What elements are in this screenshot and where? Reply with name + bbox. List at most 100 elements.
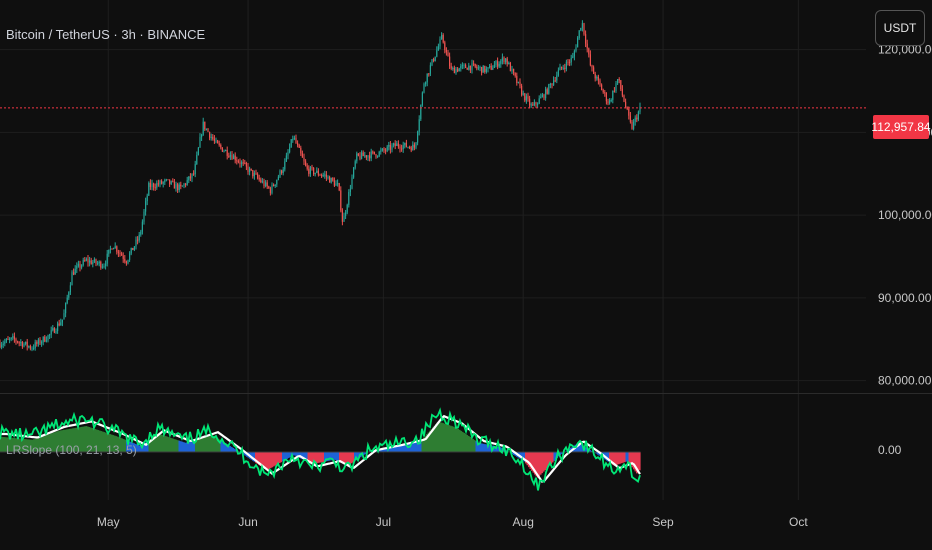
candle-body: [482, 65, 484, 73]
histogram-bar: [331, 452, 334, 461]
histogram-bar: [316, 452, 319, 464]
histogram-bar: [487, 444, 490, 452]
histogram-bar: [129, 441, 131, 452]
candle-body: [615, 83, 617, 91]
histogram-bar: [93, 428, 95, 452]
histogram-bar: [616, 452, 619, 465]
histogram-bar: [195, 439, 197, 452]
histogram-bar: [520, 452, 523, 460]
histogram-bar: [265, 452, 268, 470]
histogram-bar: [43, 435, 46, 452]
currency-button[interactable]: USDT: [875, 10, 925, 46]
histogram-bar: [231, 447, 233, 452]
candle-body: [530, 104, 532, 106]
histogram-bar: [223, 442, 226, 452]
histogram-bar: [271, 452, 274, 468]
histogram-bar: [126, 440, 128, 452]
candle-body: [116, 246, 118, 252]
histogram-bar: [618, 452, 620, 465]
candle-body: [388, 144, 390, 147]
histogram-bar: [130, 442, 133, 452]
histogram-bar: [211, 435, 214, 452]
histogram-bar: [463, 432, 466, 452]
histogram-bar: [69, 428, 71, 452]
candle-body: [73, 272, 75, 275]
histogram-bar: [505, 450, 508, 452]
candle-body: [415, 142, 417, 148]
candle-body: [17, 341, 19, 343]
candle-body: [442, 35, 444, 43]
histogram-bar: [103, 432, 106, 452]
candle-body: [210, 136, 212, 138]
histogram-bar: [276, 452, 278, 465]
candle-body: [577, 38, 579, 48]
histogram-bar: [537, 452, 539, 478]
histogram-bar: [414, 442, 416, 452]
histogram-bar: [46, 434, 49, 452]
candle-body: [359, 155, 361, 159]
candle-body: [157, 183, 159, 185]
histogram-bar: [597, 452, 599, 455]
histogram-bar: [342, 452, 344, 464]
candle-body: [220, 144, 222, 148]
candle-body: [167, 179, 169, 181]
histogram-bar: [205, 437, 208, 452]
histogram-bar: [19, 438, 22, 452]
histogram-bar: [183, 442, 185, 452]
candle-body: [329, 176, 331, 183]
candle-body: [140, 231, 142, 235]
candle-body: [292, 139, 294, 141]
candle-body: [333, 180, 335, 186]
histogram-bar: [172, 438, 175, 452]
candle-body: [517, 81, 519, 83]
histogram-bar: [471, 438, 473, 452]
candle-body: [527, 96, 529, 99]
candle-body: [634, 117, 636, 122]
candle-body: [529, 98, 531, 106]
candle-body: [143, 211, 145, 222]
candle-body: [29, 346, 31, 349]
histogram-bar: [631, 452, 634, 468]
histogram-bar: [118, 437, 121, 452]
histogram-bar: [289, 452, 292, 458]
indicator-title[interactable]: LRSlope (100, 21, 13, 5): [6, 443, 137, 457]
histogram-bar: [268, 452, 271, 469]
candle-body: [602, 90, 604, 93]
histogram-bar: [381, 448, 383, 452]
candle-body: [205, 128, 207, 130]
histogram-bar: [475, 441, 478, 452]
histogram-bar: [15, 438, 17, 452]
candle-body: [250, 168, 252, 171]
histogram-bar: [100, 431, 103, 452]
candle-body: [186, 180, 188, 185]
histogram-bar: [151, 437, 154, 452]
candle-body: [21, 342, 23, 347]
candle-body: [500, 60, 502, 64]
candle-body: [298, 145, 300, 148]
histogram-bar: [535, 452, 538, 477]
candle-body: [149, 182, 151, 187]
symbol-title[interactable]: Bitcoin / TetherUS · 3h · BINANCE: [6, 27, 206, 42]
candle-body: [356, 153, 358, 162]
candle-body: [444, 42, 446, 51]
candle-body: [277, 176, 279, 180]
histogram-bar: [405, 444, 407, 452]
candle-body: [501, 57, 503, 61]
histogram-bar: [304, 452, 307, 461]
histogram-bar: [418, 441, 421, 452]
histogram-bar: [315, 452, 317, 464]
histogram-bar: [21, 438, 23, 452]
candle-body: [565, 61, 567, 69]
histogram-bar: [441, 422, 443, 452]
candle-body: [218, 143, 220, 145]
candle-body: [95, 259, 97, 264]
candle-body: [50, 330, 52, 335]
candle-body: [412, 144, 414, 151]
candle-body: [449, 56, 451, 67]
histogram-bar: [589, 450, 592, 452]
histogram-bar: [259, 452, 262, 466]
candle-body: [585, 34, 587, 44]
candle-body: [141, 221, 143, 232]
histogram-bar: [621, 452, 623, 464]
